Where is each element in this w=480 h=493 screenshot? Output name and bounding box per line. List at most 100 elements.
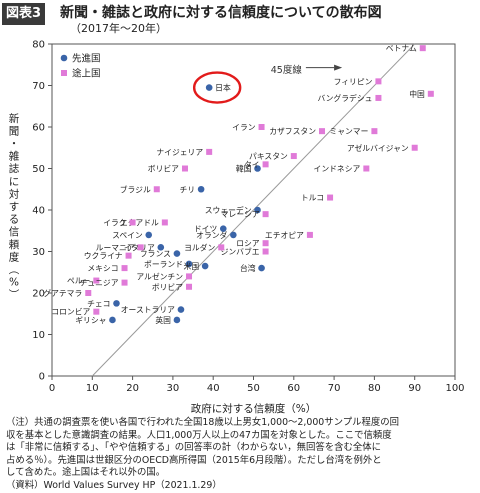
data-point — [161, 219, 168, 226]
data-point — [157, 244, 165, 251]
title-bar: 図表3 新聞・雑誌と政府に対する信頼度についての散布図 — [2, 2, 478, 26]
data-point — [262, 161, 269, 168]
point-label: ルーマニア — [96, 243, 135, 252]
data-point — [363, 165, 370, 172]
point-label: タイ — [244, 160, 260, 169]
data-point — [262, 211, 269, 218]
point-label: チェコ — [87, 299, 110, 308]
data-point — [181, 165, 188, 172]
data-point — [206, 148, 213, 155]
point-label: ジンバブエ — [221, 247, 260, 257]
y-tick-label: 40 — [32, 206, 45, 217]
notes: （注）共通の調査票を使い各国で行われた全国18歳以上男女1,000～2,000サ… — [6, 417, 476, 493]
data-point — [258, 124, 265, 130]
point-label: バングラデシュ — [317, 93, 372, 103]
note-line: は「非常に信頼する」、「やや信頼する」の回答率の計（わからない，無回答を含む全体… — [6, 442, 381, 454]
data-point — [411, 144, 418, 151]
data-point — [113, 300, 120, 307]
point-label: 中国 — [409, 89, 425, 99]
x-tick-label: 60 — [287, 383, 300, 394]
point-label: メキシコ — [87, 264, 118, 273]
y-tick-label: 10 — [32, 330, 45, 341]
reference-line-label: 45度線 — [271, 64, 303, 76]
y-tick-label: 80 — [32, 40, 45, 51]
x-tick-label: 90 — [408, 383, 421, 394]
point-label: マレーシア — [221, 210, 260, 219]
point-label: ブラジル — [120, 184, 151, 194]
data-point — [254, 165, 261, 172]
y-tick-label: 50 — [32, 164, 45, 175]
point-label: スウェーデン — [205, 205, 252, 215]
chart-title: 新聞・雑誌と政府に対する信頼度についての散布図 — [60, 5, 382, 21]
data-point — [173, 316, 181, 324]
y-tick-label: 30 — [32, 247, 45, 258]
point-label: ミャンマー — [329, 127, 368, 136]
x-tick-label: 10 — [86, 383, 99, 394]
point-label: チリ — [180, 185, 196, 194]
data-point — [186, 273, 193, 280]
point-label: フィリピン — [334, 77, 373, 86]
data-point — [125, 252, 132, 259]
point-label: グアテマラ — [43, 288, 82, 298]
legend-label: 先進国 — [72, 53, 101, 65]
data-point — [85, 290, 92, 296]
data-point — [201, 262, 209, 270]
data-point — [375, 94, 382, 101]
data-point — [427, 90, 434, 97]
x-axis-label: 政府に対する信頼度（%） — [191, 402, 316, 415]
data-point — [230, 231, 237, 239]
data-points: 日本韓国チリスウェーデンドイツオランダスペインイタリアフランスポーランド米国台湾… — [43, 44, 434, 325]
data-point — [262, 240, 269, 247]
point-label: ロシア — [236, 239, 260, 248]
data-point — [145, 231, 153, 239]
data-point — [93, 308, 100, 315]
data-point — [290, 153, 297, 160]
point-label: コロンビア — [51, 308, 90, 317]
point-label: エクアドル — [120, 218, 159, 227]
point-label: ヨルダン — [184, 242, 215, 252]
point-label: エチオピア — [265, 231, 304, 240]
note-line: （資料）World Values Survey HP（2021.1.29） — [6, 479, 222, 491]
point-label: ウクライナ — [84, 252, 123, 261]
point-label: アルゼンチン — [136, 271, 183, 281]
x-tick-label: 70 — [328, 383, 341, 394]
x-tick-label: 50 — [247, 383, 260, 394]
point-label: ドイツ — [194, 225, 218, 234]
axes: 0 10 20 30 40 50 60 70 80 90 100 0 10 20 30 40 50 60 70 80 政… — [9, 40, 465, 416]
point-label: ボリビア — [152, 283, 183, 292]
data-point — [185, 260, 193, 268]
data-point — [371, 128, 378, 135]
y-tick-label: 60 — [32, 123, 45, 134]
point-label: フランス — [140, 250, 171, 259]
note-line: （注）共通の調査票を使い各国で行われた全国18歳以上男女1,000～2,000サ… — [6, 417, 399, 428]
chart-subtitle: （2017年～20年） — [70, 22, 167, 35]
reference-line-group: 45度線 — [91, 43, 416, 377]
y-axis-label: 新聞・雑誌に対する信頼度︵% ︶ — [9, 112, 20, 301]
highlight-circle — [192, 71, 242, 104]
point-label: ベトナム — [386, 44, 417, 53]
point-label: イラン — [232, 123, 256, 132]
y-tick-label: 0 — [39, 372, 45, 383]
point-label: チュニジア — [80, 279, 119, 288]
data-point — [218, 244, 225, 251]
data-point — [319, 128, 326, 135]
x-tick-label: 20 — [126, 383, 139, 394]
data-point — [262, 248, 269, 255]
point-label: スペイン — [112, 231, 143, 240]
point-label: パキスタン — [249, 152, 288, 161]
point-label: トルコ — [301, 194, 324, 203]
data-point — [93, 277, 100, 284]
data-point — [121, 265, 128, 272]
data-point — [121, 279, 128, 286]
point-label: ナイジェリア — [156, 148, 203, 157]
data-point — [327, 194, 334, 201]
data-point — [177, 306, 185, 313]
x-tick-label: 100 — [445, 383, 464, 394]
point-label: オーストラリア — [121, 306, 175, 315]
data-point — [205, 84, 213, 91]
highlight-group — [192, 71, 242, 104]
point-label: アゼルバイジャン — [347, 143, 409, 153]
data-point — [254, 206, 261, 214]
data-point — [137, 244, 144, 251]
